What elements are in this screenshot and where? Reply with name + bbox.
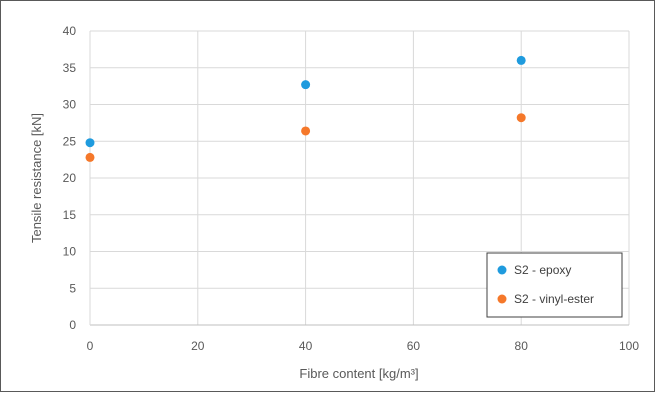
legend: S2 - epoxy S2 - vinyl-ester (486, 252, 623, 318)
x-tick-label: 60 (407, 339, 421, 353)
y-tick-label: 0 (69, 318, 76, 332)
grid (90, 30, 630, 325)
y-tick-label: 5 (69, 281, 76, 295)
data-point-series-1 (301, 126, 311, 136)
x-tick-label: 80 (515, 339, 529, 353)
x-tick-label: 20 (191, 339, 205, 353)
x-tick-label: 40 (299, 339, 313, 353)
data-point-series-1 (85, 152, 95, 162)
x-axis-title: Fibre content [kg/m³] (299, 366, 418, 381)
legend-box (486, 252, 623, 318)
y-tick-label: 35 (63, 61, 77, 75)
x-tick-label: 0 (87, 339, 94, 353)
y-tick-label: 10 (63, 245, 77, 259)
y-tick-label: 40 (63, 24, 77, 38)
y-tick-label: 15 (63, 208, 77, 222)
data-points (85, 55, 526, 162)
y-tick-label: 25 (63, 134, 77, 148)
y-tick-label: 30 (63, 98, 77, 112)
data-point-series-0 (516, 55, 526, 65)
axes (89, 31, 629, 326)
legend-marker-vinyl-ester (497, 294, 507, 304)
legend-label-vinyl-ester: S2 - vinyl-ester (514, 292, 594, 306)
data-point-series-1 (516, 113, 526, 123)
data-point-series-0 (85, 138, 95, 148)
tick-labels: 0 5 10 15 20 25 30 35 40 0 20 40 60 80 100 (63, 24, 640, 353)
y-tick-label: 20 (63, 171, 77, 185)
legend-marker-epoxy (497, 265, 507, 275)
y-axis-title: Tensile resistance [kN] (29, 113, 44, 243)
data-point-series-0 (301, 80, 311, 90)
x-tick-label: 100 (619, 339, 639, 353)
legend-label-epoxy: S2 - epoxy (514, 263, 571, 277)
